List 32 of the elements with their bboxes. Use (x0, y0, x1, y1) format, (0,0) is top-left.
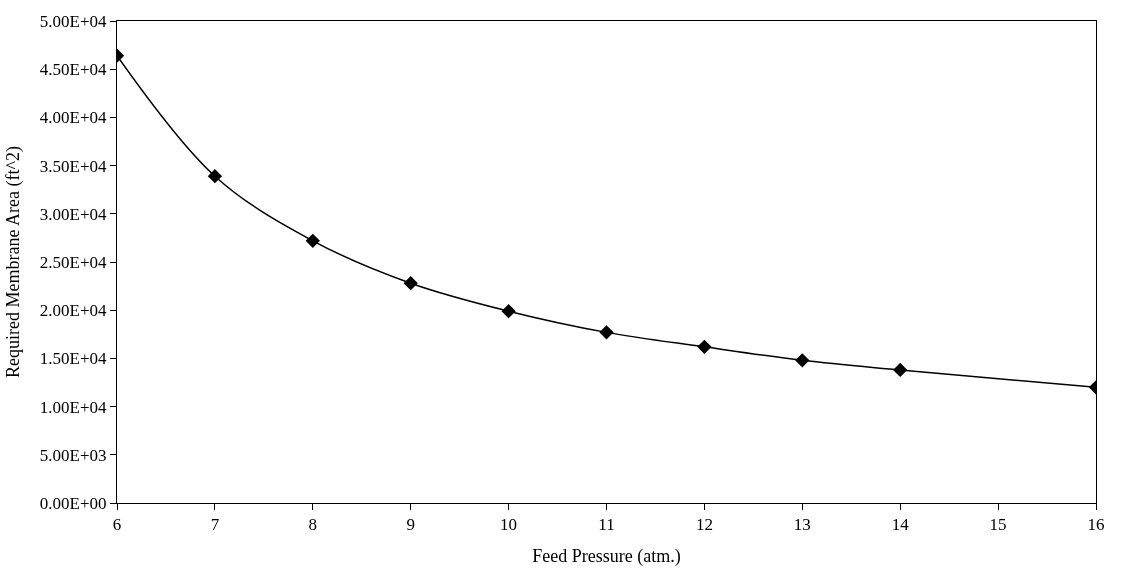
point (599, 325, 614, 340)
x-tick-label: 12 (695, 515, 713, 535)
y-tick-label: 5.00E+03 (39, 445, 107, 465)
x-tick-label: 7 (210, 515, 220, 535)
y-tick-label: 1.50E+04 (39, 349, 108, 369)
y-tick-label: 3.50E+04 (39, 156, 108, 176)
x-tick-label: 6 (112, 515, 122, 535)
x-tick-label: 10 (500, 515, 518, 535)
point (207, 169, 223, 184)
point (893, 362, 908, 378)
x-tick-label: 11 (598, 515, 615, 535)
x-tick-label: 16 (1087, 515, 1105, 535)
y-tick-label: 5.00E+04 (39, 11, 108, 31)
x-tick-label: 14 (891, 515, 910, 535)
y-tick-label: 2.00E+04 (39, 301, 108, 321)
y-tick-label: 1.00E+04 (39, 397, 108, 417)
point (305, 233, 320, 248)
y-tick-label: 0.00E+00 (39, 493, 107, 513)
x-tick-label: 13 (793, 515, 811, 535)
x-axis-title: Feed Pressure (atm.) (532, 545, 681, 567)
y-tick-label: 3.00E+04 (39, 204, 108, 224)
x-tick-label: 15 (989, 515, 1007, 535)
x-tick-label: 8 (308, 515, 318, 535)
y-tick-label: 4.50E+04 (39, 60, 108, 80)
point (795, 353, 810, 368)
y-tick-label: 2.50E+04 (39, 252, 108, 272)
x-tick-label: 9 (406, 515, 415, 535)
y-axis-title: Required Membrane Area (ft^2) (3, 146, 25, 378)
point (403, 276, 418, 291)
point (697, 339, 712, 354)
point (501, 304, 516, 319)
y-tick-label: 4.00E+04 (39, 108, 108, 128)
